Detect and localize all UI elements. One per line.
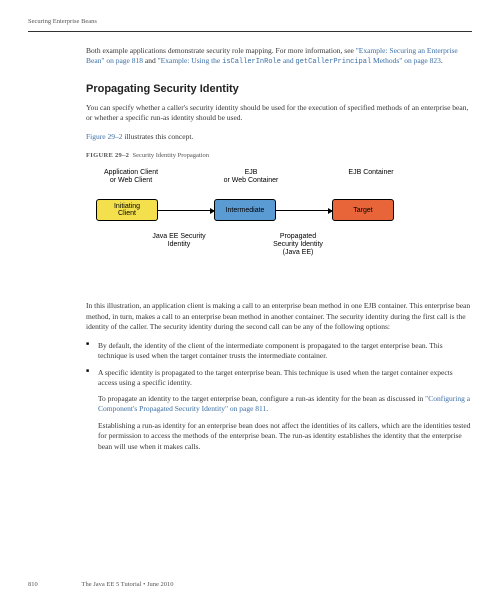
footer-book: The Java EE 5 Tutorial • June 2010 [82,581,174,588]
section-heading: Propagating Security Identity [86,82,472,97]
diagram-below-label: Java EE SecurityIdentity [134,233,224,248]
diagram-column-label: EJB Container [326,169,416,177]
page-footer: 810 The Java EE 5 Tutorial • June 2010 [28,581,472,590]
bullet-text: A specific identity is propagated to the… [98,368,453,388]
bullet-list: By default, the identity of the client o… [86,341,472,415]
diagram-arrow [158,210,214,211]
trailing-paragraph: Establishing a run-as identity for an en… [86,421,472,453]
intro-text: Both example applications demonstrate se… [86,46,356,55]
diagram-node-target: Target [332,199,394,221]
figure-diagram: Application Clientor Web Client EJBor Web… [86,169,472,289]
bullet-item: A specific identity is propagated to the… [86,368,472,415]
diagram-column-label: Application Clientor Web Client [86,169,176,184]
code-iscallerinrole: isCallerInRole [222,58,281,66]
figure-caption-text: Security Identity Propagation [132,152,209,159]
diagram-below-label: PropagatedSecurity Identity(Java EE) [248,233,348,256]
link-figure-29-2[interactable]: Figure 29–2 [86,132,122,141]
lead-paragraph: You can specify whether a caller's secur… [86,103,472,124]
figure-caption: FIGURE 29–2 Security Identity Propagatio… [86,152,472,161]
page-number: 810 [28,581,80,590]
diagram-node-initiating: InitiatingClient [96,199,158,221]
figure-label: FIGURE 29–2 [86,152,129,159]
diagram-arrow [276,210,332,211]
header-text: Securing Enterprise Beans [28,18,97,25]
intro-between: and [143,56,158,65]
bullet-item: By default, the identity of the client o… [86,341,472,362]
intro-paragraph: Both example applications demonstrate se… [86,46,472,68]
bullet-text: By default, the identity of the client o… [98,341,443,361]
figref-after: illustrates this concept. [122,132,193,141]
page-body: Both example applications demonstrate se… [28,46,472,452]
link-example-iscaller[interactable]: "Example: Using the isCallerInRole and g… [158,56,441,65]
after-figure-paragraph: In this illustration, an application cli… [86,301,472,333]
bullet-subtext: To propagate an identity to the target e… [98,394,472,415]
diagram-column-label: EJBor Web Container [206,169,296,184]
diagram-node-intermediate: Intermediate [214,199,276,221]
running-header: Securing Enterprise Beans [28,18,472,32]
code-getcallerprincipal: getCallerPrincipal [296,58,372,66]
figure-reference-line: Figure 29–2 illustrates this concept. [86,132,472,143]
